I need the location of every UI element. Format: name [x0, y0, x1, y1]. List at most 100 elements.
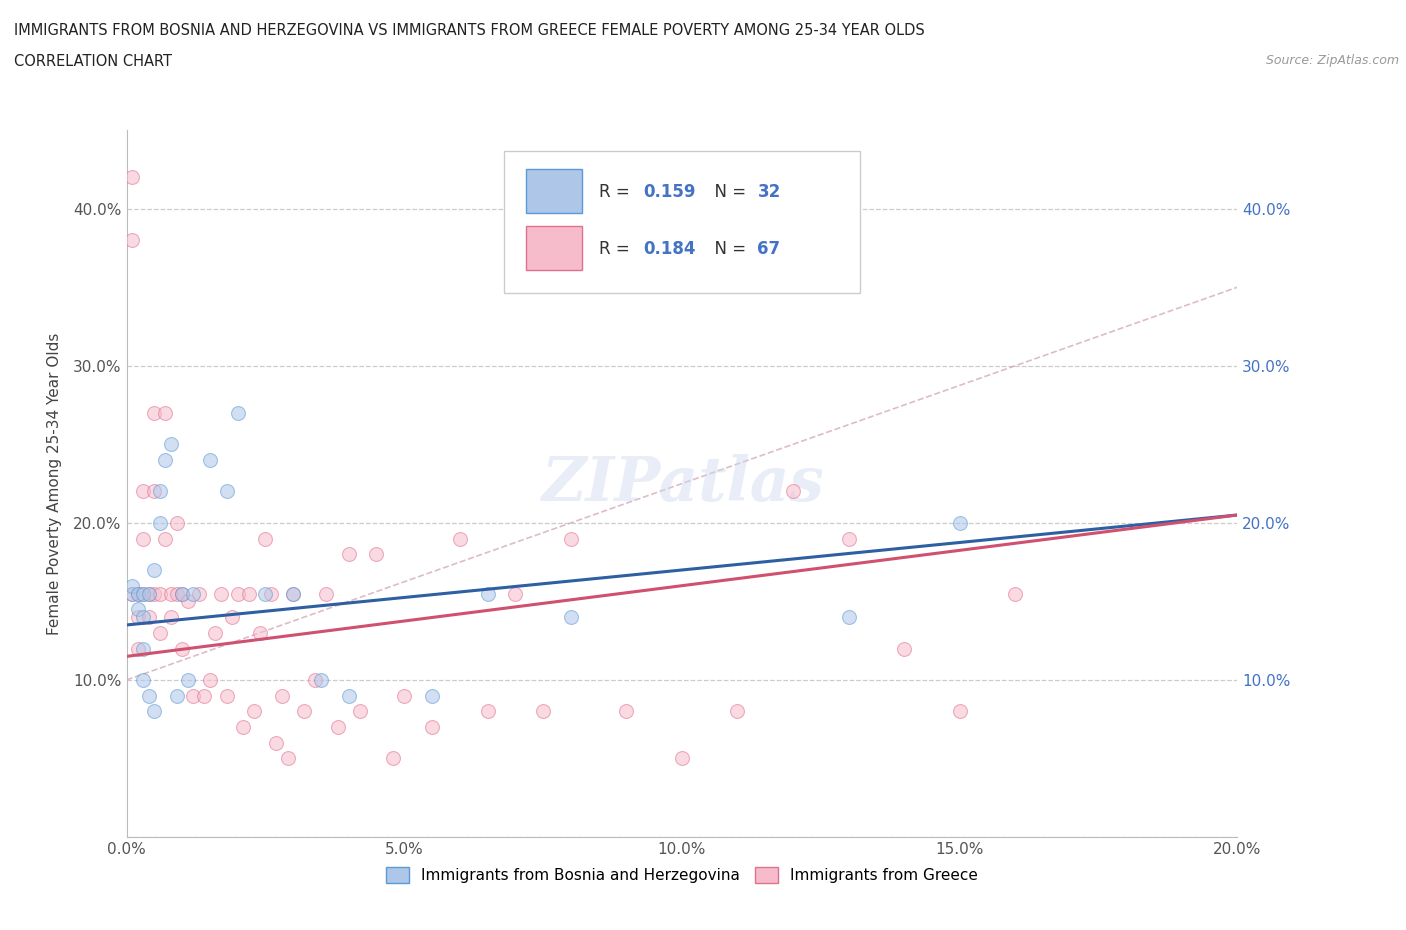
Text: 0.184: 0.184 [643, 240, 696, 258]
Point [477, 704, 499, 719]
Point [215, 484, 238, 498]
Point [155, 405, 177, 420]
Point [176, 672, 198, 687]
Point [560, 531, 582, 546]
Point [277, 751, 299, 766]
Point [614, 704, 637, 719]
Point [166, 586, 188, 601]
Point [1004, 586, 1026, 601]
Text: R =: R = [599, 182, 634, 201]
Point [127, 641, 149, 656]
Point [893, 641, 915, 656]
Point [782, 484, 804, 498]
Point [209, 586, 232, 601]
Point [149, 515, 172, 530]
Text: 32: 32 [758, 182, 780, 201]
Point [132, 672, 155, 687]
Point [160, 437, 183, 452]
Point [172, 586, 194, 601]
Point [292, 704, 315, 719]
Point [531, 704, 554, 719]
Point [121, 578, 143, 593]
Point [143, 704, 166, 719]
Legend: Immigrants from Bosnia and Herzegovina, Immigrants from Greece: Immigrants from Bosnia and Herzegovina, … [380, 861, 984, 889]
FancyBboxPatch shape [505, 152, 859, 293]
Point [127, 610, 149, 625]
Point [143, 563, 166, 578]
Point [149, 484, 172, 498]
Point [382, 751, 405, 766]
Point [337, 547, 360, 562]
Point [260, 586, 283, 601]
Point [477, 586, 499, 601]
Point [181, 688, 204, 703]
Point [166, 515, 188, 530]
Point [149, 625, 172, 640]
Point [254, 586, 277, 601]
Point [243, 704, 266, 719]
Point [503, 586, 526, 601]
Point [187, 586, 209, 601]
Text: N =: N = [704, 240, 751, 258]
Point [394, 688, 416, 703]
Point [127, 586, 149, 601]
Point [198, 672, 221, 687]
Point [143, 405, 166, 420]
Point [149, 586, 172, 601]
Point [132, 484, 155, 498]
Text: Source: ZipAtlas.com: Source: ZipAtlas.com [1265, 54, 1399, 67]
Point [221, 610, 243, 625]
Point [127, 602, 149, 617]
Point [138, 586, 160, 601]
Text: ZIPatlas: ZIPatlas [540, 454, 824, 513]
Point [226, 405, 249, 420]
Point [143, 484, 166, 498]
Point [121, 170, 143, 185]
Point [266, 736, 288, 751]
Point [155, 531, 177, 546]
Point [143, 586, 166, 601]
Point [172, 641, 194, 656]
Point [172, 586, 194, 601]
Point [560, 610, 582, 625]
FancyBboxPatch shape [526, 169, 582, 213]
Y-axis label: Female Poverty Among 25-34 Year Olds: Female Poverty Among 25-34 Year Olds [46, 332, 62, 635]
Point [193, 688, 215, 703]
Point [281, 586, 304, 601]
Point [132, 610, 155, 625]
Point [420, 720, 443, 735]
Point [366, 547, 388, 562]
Point [155, 453, 177, 468]
Point [249, 625, 271, 640]
FancyBboxPatch shape [526, 226, 582, 270]
Point [160, 586, 183, 601]
Point [127, 586, 149, 601]
Point [838, 610, 860, 625]
Point [198, 453, 221, 468]
Text: IMMIGRANTS FROM BOSNIA AND HERZEGOVINA VS IMMIGRANTS FROM GREECE FEMALE POVERTY : IMMIGRANTS FROM BOSNIA AND HERZEGOVINA V… [14, 23, 925, 38]
Point [166, 688, 188, 703]
Text: R =: R = [599, 240, 634, 258]
Point [315, 586, 337, 601]
Text: 0.159: 0.159 [643, 182, 696, 201]
Point [226, 586, 249, 601]
Point [304, 672, 326, 687]
Point [238, 586, 260, 601]
Point [948, 515, 970, 530]
Text: N =: N = [704, 182, 751, 201]
Point [254, 531, 277, 546]
Point [121, 232, 143, 247]
Text: CORRELATION CHART: CORRELATION CHART [14, 54, 172, 69]
Point [204, 625, 226, 640]
Point [349, 704, 371, 719]
Point [337, 688, 360, 703]
Point [181, 586, 204, 601]
Point [671, 751, 693, 766]
Text: 67: 67 [758, 240, 780, 258]
Point [138, 688, 160, 703]
Point [132, 586, 155, 601]
Point [138, 610, 160, 625]
Point [309, 672, 332, 687]
Point [232, 720, 254, 735]
Point [271, 688, 294, 703]
